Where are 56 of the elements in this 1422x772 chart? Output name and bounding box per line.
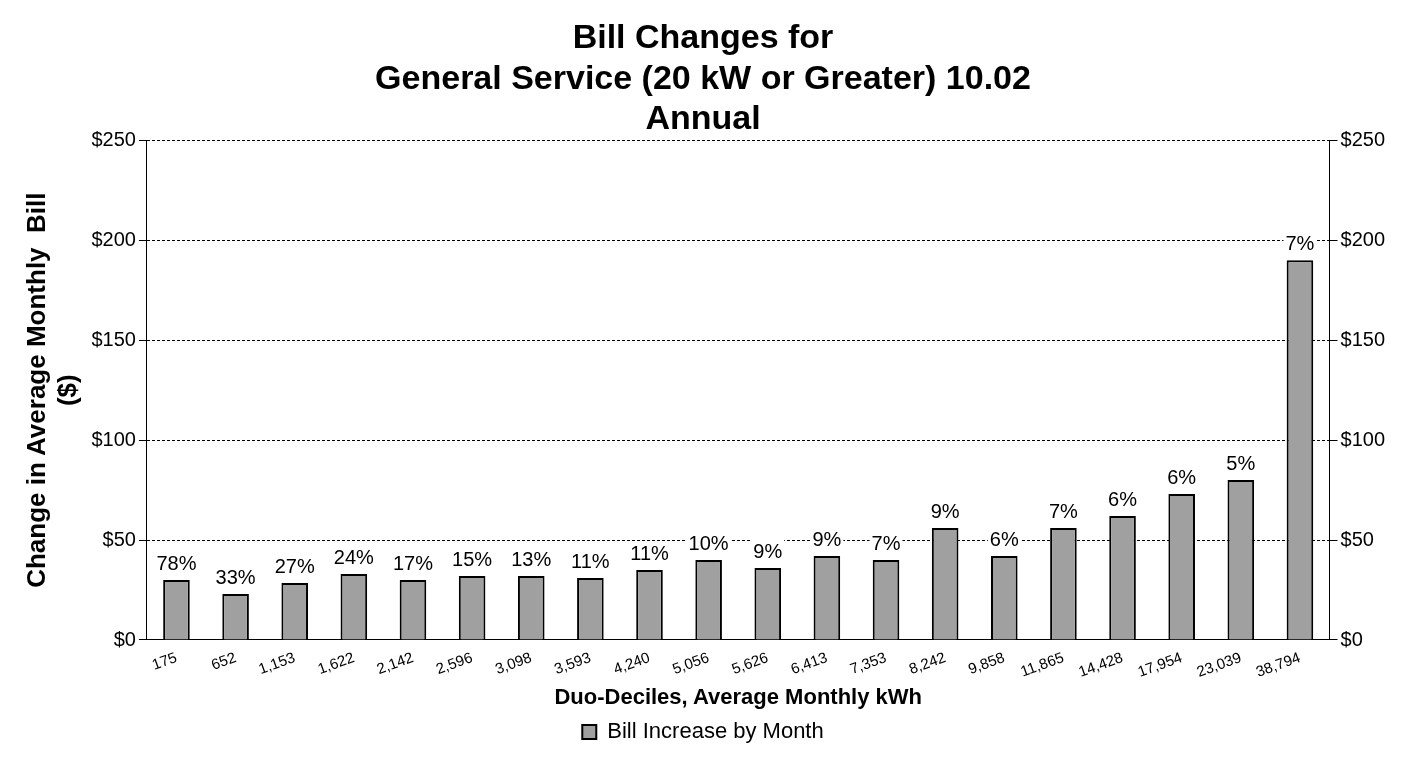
annotation: 17% xyxy=(392,551,434,574)
x-tick-label: 1,622 xyxy=(315,648,357,677)
x-tick-label: 14,428 xyxy=(1076,648,1125,680)
x-tick-label: 2,596 xyxy=(433,648,475,677)
annotation: 9% xyxy=(930,499,960,522)
annotation: 9% xyxy=(812,527,842,550)
y2-tick-label: $100 xyxy=(1340,427,1386,450)
x-tick-label: 5,626 xyxy=(729,648,771,677)
x-tick-label: 175 xyxy=(149,648,179,673)
x-tick-label: 7,353 xyxy=(847,648,889,677)
x-tick-label: 4,240 xyxy=(610,648,652,677)
x-tick-label: 3,098 xyxy=(492,648,534,677)
annotation: 33% xyxy=(215,565,256,588)
annotation: 24% xyxy=(333,545,375,568)
annotation: 5% xyxy=(1226,451,1256,474)
y-axis-title: Change in Average Monthly Bill ($) xyxy=(20,192,82,588)
annotation: 11% xyxy=(630,541,669,564)
y-tick-label: $50 xyxy=(102,527,136,550)
y-tick-label: $200 xyxy=(91,227,136,250)
x-tick-label: 23,039 xyxy=(1194,648,1244,680)
x-tick-label: 11,865 xyxy=(1017,648,1066,680)
x-tick-label: 17,954 xyxy=(1135,648,1185,680)
x-tick-label: 3,593 xyxy=(551,648,593,677)
annotation: 10% xyxy=(688,531,729,554)
x-tick-label: 1,153 xyxy=(256,648,298,677)
x-tick-label: 38,794 xyxy=(1253,648,1303,680)
annotation: 7% xyxy=(1048,499,1079,522)
y2-tick-label: $0 xyxy=(1340,627,1363,650)
annotation: 7% xyxy=(871,531,901,554)
y2-tick-label: $150 xyxy=(1340,327,1386,350)
annotation: 6% xyxy=(989,527,1019,550)
annotation: 11% xyxy=(571,549,610,572)
annotation: 15% xyxy=(452,547,493,570)
x-tick-label: 652 xyxy=(208,648,239,673)
y-tick-label: $0 xyxy=(113,627,136,650)
x-tick-label: 2,142 xyxy=(374,648,416,677)
x-tick-label: 6,413 xyxy=(788,648,830,677)
legend-label: Bill Increase by Month xyxy=(607,718,824,744)
annotation: 6% xyxy=(1167,465,1197,488)
annotation: 13% xyxy=(511,547,552,570)
y2-tick-label: $50 xyxy=(1340,527,1374,550)
chart-title: Bill Changes for General Service (20 kW or Greater) 10.02 Annual xyxy=(375,16,1031,137)
annotation: 9% xyxy=(753,539,783,562)
annotation: 7% xyxy=(1285,231,1315,254)
y-tick-label: $100 xyxy=(91,427,136,450)
x-tick-label: 9,858 xyxy=(965,648,1007,677)
y2-tick-label: $250 xyxy=(1340,127,1386,150)
y-tick-label: $250 xyxy=(91,127,136,150)
y-tick-label: $150 xyxy=(91,327,136,350)
y2-tick-label: $200 xyxy=(1340,227,1386,250)
x-tick-label: 8,242 xyxy=(906,648,948,677)
annotation: 27% xyxy=(274,554,315,577)
annotation: 78% xyxy=(156,551,197,574)
annotation: 6% xyxy=(1108,487,1138,510)
x-axis-title: Duo-Deciles, Average Monthly kWh xyxy=(554,683,922,709)
x-tick-label: 5,056 xyxy=(669,648,712,677)
